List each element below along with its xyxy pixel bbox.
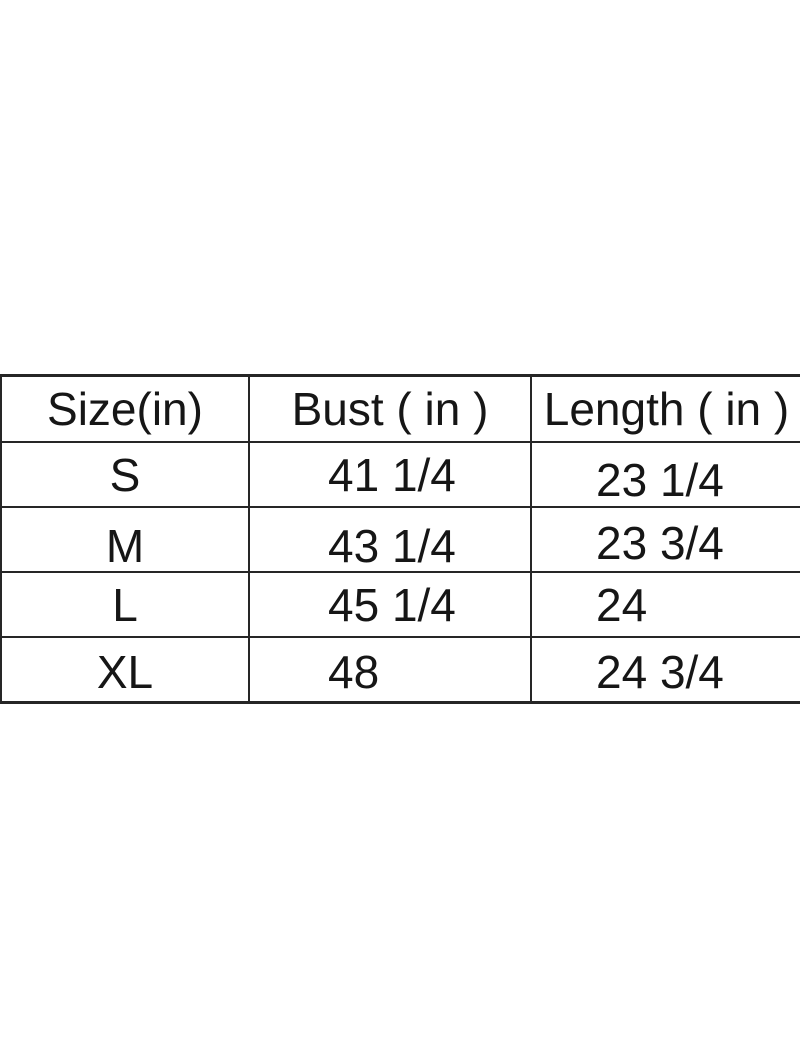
column-header-bust-label: Bust ( in ) <box>291 383 489 435</box>
size-value-cell: XL <box>1 637 250 703</box>
length-value: 24 3/4 <box>596 645 724 698</box>
length-value-cell: 23 3/4 <box>531 507 800 573</box>
size-value-cell: S <box>1 442 250 508</box>
table-row-l: L 45 1/4 24 <box>1 572 800 638</box>
bust-value: 41 1/4 <box>328 448 456 501</box>
size-value-cell: L <box>1 572 250 638</box>
bust-value: 48 <box>328 645 380 698</box>
table-row-s: S 41 1/4 23 1/4 <box>1 442 800 508</box>
length-value: 24 <box>596 578 648 631</box>
table-row-xl: XL 48 24 3/4 <box>1 637 800 703</box>
size-value-cell: M <box>1 507 250 573</box>
size-value: S <box>109 448 141 501</box>
length-value-cell: 24 3/4 <box>531 637 800 703</box>
length-value: 23 1/4 <box>596 453 724 506</box>
column-header-bust: Bust ( in ) <box>249 375 532 443</box>
bust-value: 45 1/4 <box>328 578 456 631</box>
column-header-size-label: Size(in) <box>47 383 203 435</box>
size-value: M <box>105 519 145 572</box>
column-header-length-label: Length ( in ) <box>543 383 790 435</box>
bust-value: 43 1/4 <box>328 519 456 572</box>
bust-value-cell: 41 1/4 <box>249 442 532 508</box>
table-row-m: M 43 1/4 23 3/4 <box>1 507 800 573</box>
length-value: 23 3/4 <box>596 516 724 569</box>
bust-value-cell: 43 1/4 <box>249 507 532 573</box>
bust-value-cell: 45 1/4 <box>249 572 532 638</box>
size-chart-table: Size(in) Bust ( in ) Length ( in ) S 41 … <box>0 374 800 704</box>
column-header-length: Length ( in ) <box>531 375 800 443</box>
bust-value-cell: 48 <box>249 637 532 703</box>
length-value-cell: 24 <box>531 572 800 638</box>
size-value: XL <box>96 645 154 698</box>
column-header-size: Size(in) <box>1 375 250 443</box>
length-value-cell: 23 1/4 <box>531 442 800 508</box>
size-value: L <box>112 578 138 631</box>
header-row: Size(in) Bust ( in ) Length ( in ) <box>1 375 800 443</box>
